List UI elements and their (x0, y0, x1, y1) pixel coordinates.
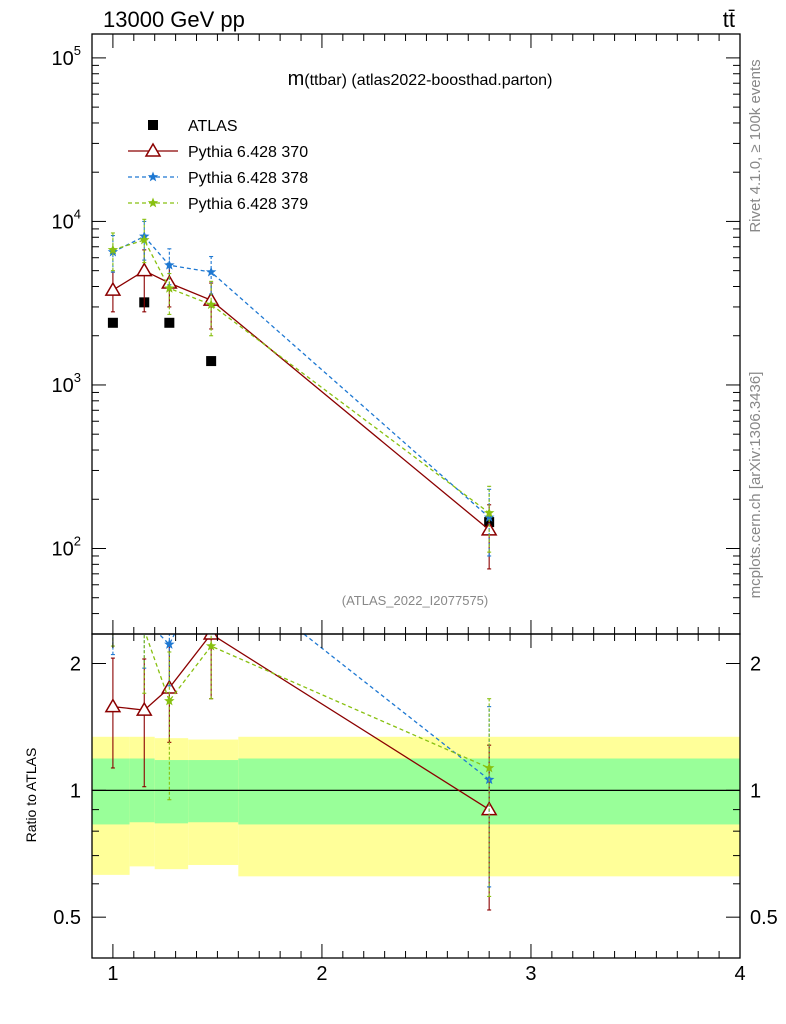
legend-label: ATLAS (188, 118, 238, 135)
top-point (205, 299, 217, 310)
legend-label: Pythia 6.428 378 (188, 170, 308, 187)
ratio-point (135, 701, 153, 716)
top-point (107, 244, 119, 255)
ratio-pythia-6-428-379 (108, 596, 495, 897)
top-point (104, 281, 122, 296)
legend-item: Pythia 6.428 379 (128, 196, 308, 213)
bottom-y-tick-label: 0.5 (53, 907, 81, 929)
legend-label: Pythia 6.428 370 (188, 144, 308, 161)
top-y-tick-label: 105 (52, 43, 81, 70)
bottom-y-tick-label-right: 1 (750, 780, 761, 802)
legend-item: ATLAS (148, 118, 238, 135)
top-point (164, 317, 175, 328)
top-y-tick-label: 102 (52, 533, 81, 560)
side-label-rivet: Rivet 4.1.0, ≥ 100k events (747, 59, 764, 232)
top-point (483, 507, 495, 518)
ratio-series-group (104, 556, 498, 911)
top-point (107, 317, 118, 328)
side-label-mcplots: mcplots.cern.ch [arXiv:1306.3436] (747, 372, 764, 599)
top-point (139, 234, 150, 245)
bottom-y-tick-label: 2 (70, 654, 81, 676)
legend-label: Pythia 6.428 379 (188, 196, 308, 213)
legend-item: Pythia 6.428 370 (128, 142, 308, 161)
x-tick-label: 1 (107, 963, 118, 985)
legend-marker (147, 171, 159, 182)
top-y-tick-label: 104 (52, 206, 81, 233)
watermark-label: (ATLAS_2022_I2077575) (342, 593, 488, 608)
ratio-y-axis-label: Ratio to ATLAS (23, 748, 39, 843)
ratio-point (141, 634, 148, 635)
x-tick-label: 3 (525, 963, 536, 985)
x-tick-label: 4 (734, 963, 745, 985)
top-series-group (104, 218, 498, 570)
ratio-point (206, 556, 217, 566)
header-process-label: tt̄ (723, 7, 735, 32)
legend-marker (147, 197, 159, 208)
ratio-bands (92, 736, 740, 877)
top-line (112, 269, 490, 531)
bottom-axes: 0.5 0.5 1 1 2 2 1 2 3 4 (53, 633, 778, 985)
bottom-y-tick-label: 1 (70, 780, 81, 802)
plot-title: m(ttbar) (atlas2022-boosthad.parton) (288, 68, 553, 90)
legend-item: Pythia 6.428 378 (128, 170, 308, 187)
ratio-point (139, 614, 150, 624)
ratio-line (144, 634, 490, 769)
top-point (205, 266, 217, 277)
top-pythia-6-428-370 (104, 249, 498, 570)
header-energy-label: 13000 GeV pp (103, 7, 245, 32)
ratio-band-inner (154, 760, 189, 824)
bottom-y-tick-label-right: 0.5 (750, 907, 778, 929)
ratio-point (164, 695, 175, 706)
top-pythia-6-428-378 (107, 220, 495, 557)
ratio-point (205, 640, 217, 651)
legend: ATLAS Pythia 6.428 370 Pythia 6.428 378 Pyt… (128, 118, 308, 213)
ratio-band-inner (188, 760, 239, 823)
plot-title-m: m (288, 68, 305, 90)
top-point (164, 282, 175, 293)
ratio-band-inner (92, 758, 130, 825)
top-pythia-6-428-379 (107, 218, 495, 553)
top-atlas (107, 297, 495, 528)
ratio-point (108, 596, 118, 606)
top-point (164, 259, 175, 270)
top-point (206, 356, 217, 367)
top-y-tick-label: 103 (52, 370, 81, 397)
ratio-point (483, 762, 495, 773)
ratio-point (164, 638, 175, 649)
x-tick-label: 2 (316, 963, 327, 985)
ratio-point (108, 603, 118, 613)
top-axes: 102 103 104 105 (52, 33, 741, 635)
legend-marker (144, 142, 162, 157)
bottom-y-tick-label-right: 2 (750, 654, 761, 676)
top-point (135, 262, 153, 277)
legend-marker (148, 120, 158, 130)
ratio-point (104, 698, 122, 713)
bottom-frame (91, 633, 741, 959)
plot-title-rest: (ttbar) (atlas2022-boosthad.parton) (304, 72, 552, 89)
